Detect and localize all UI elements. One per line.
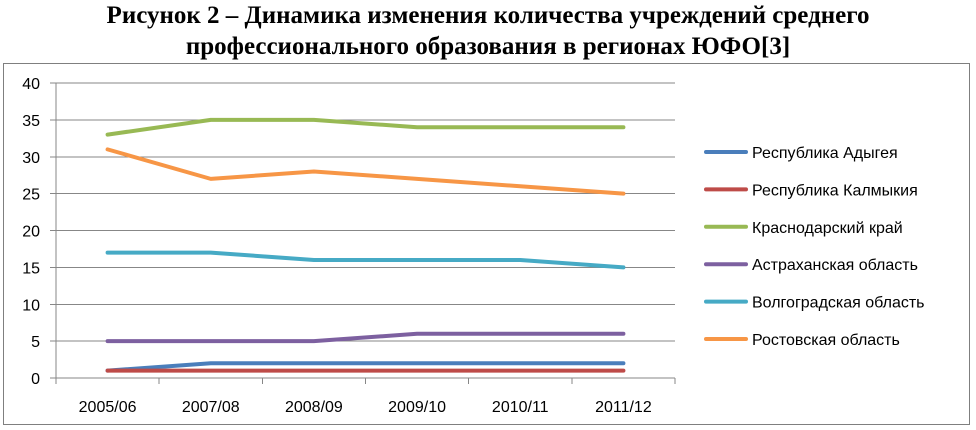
series-line [105,250,626,270]
x-tick-label: 2007/08 [182,399,240,416]
series-line [105,361,626,373]
x-tick-label: 2005/06 [79,399,137,416]
series-line [105,147,626,196]
y-tick-label: 20 [22,224,40,241]
y-tick-label: 5 [31,334,40,351]
y-tick-label: 0 [31,371,40,388]
x-tick-label: 2011/12 [595,399,652,416]
series-line [105,331,626,344]
y-tick-label: 35 [22,113,40,130]
series-line [105,117,626,137]
y-tick-label: 25 [22,187,40,204]
legend-label: Краснодарский край [752,220,903,237]
legend-label: Волгоградская область [752,295,925,312]
x-tick-label: 2010/11 [492,399,549,416]
legend-label: Республика Калмыкия [752,182,918,199]
legend-label: Ростовская область [752,332,900,349]
chart-title-line-1: Рисунок 2 – Динамика изменения количеств… [106,2,870,29]
y-tick-label: 30 [22,150,40,167]
legend-label: Астраханская область [752,257,918,274]
legend-label: Республика Адыгея [752,145,898,162]
chart-title-line-2: профессионального образования в регионах… [185,33,791,60]
x-tick-label: 2008/09 [285,399,343,416]
x-tick-label: 2009/10 [388,399,446,416]
chart-title: Рисунок 2 – Динамика изменения количеств… [0,0,976,62]
y-tick-label: 40 [22,76,40,93]
y-tick-label: 15 [22,260,40,277]
y-tick-label: 10 [22,297,40,314]
